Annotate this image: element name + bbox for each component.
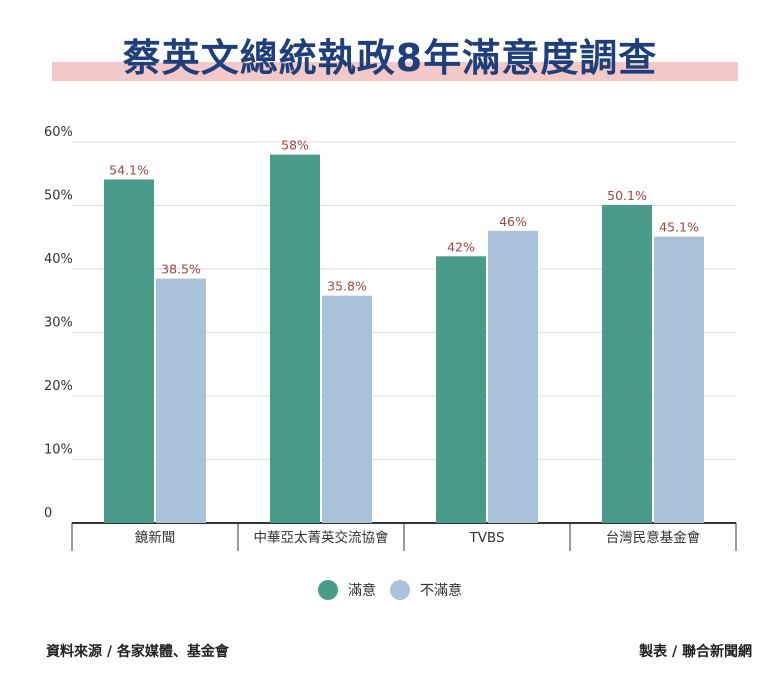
data-label-2-0: 42% xyxy=(447,239,475,254)
x-tick-label-2: TVBS xyxy=(468,530,504,546)
legend-item-dissatisfied: 不滿意 xyxy=(390,580,462,600)
legend-label-satisfied: 滿意 xyxy=(348,583,376,599)
bar-2-0 xyxy=(436,256,486,523)
chart-title: 蔡英文總統執政8年滿意度調查 xyxy=(122,36,658,80)
legend-swatch-dissatisfied xyxy=(390,580,410,600)
x-tick-label-3: 台灣民意基金會 xyxy=(606,529,701,546)
data-label-1-0: 58% xyxy=(281,138,309,153)
data-label-3-0: 50.1% xyxy=(607,188,647,203)
y-tick-label-30: 30% xyxy=(44,316,73,331)
bar-3-1 xyxy=(654,236,704,524)
credit-note: 製表 / 聯合新聞網 xyxy=(639,644,752,660)
bar-3-0 xyxy=(602,204,652,524)
bar-0-1 xyxy=(156,278,206,523)
title-area: 蔡英文總統執政8年滿意度調查 xyxy=(0,0,780,100)
data-label-2-1: 46% xyxy=(499,214,527,229)
x-tick-label-1: 中華亞太菁英交流協會 xyxy=(254,529,389,546)
y-tick-label-0: 0 xyxy=(44,506,52,521)
y-tick-label-60: 60% xyxy=(44,125,73,140)
data-label-0-0: 54.1% xyxy=(109,162,149,177)
data-label-1-1: 35.8% xyxy=(327,279,367,294)
legend-item-satisfied: 滿意 xyxy=(318,580,376,600)
y-tick-label-40: 40% xyxy=(44,252,73,267)
data-label-3-1: 45.1% xyxy=(659,220,699,235)
bar-1-1 xyxy=(322,295,372,523)
y-tick-label-20: 20% xyxy=(44,379,73,394)
legend: 滿意 不滿意 xyxy=(0,578,780,602)
title-highlight-band xyxy=(52,62,738,81)
bar-1-0 xyxy=(270,154,320,523)
x-tick-label-0: 鏡新聞 xyxy=(135,530,176,546)
bar-0-0 xyxy=(104,179,154,523)
legend-label-dissatisfied: 不滿意 xyxy=(420,583,462,599)
legend-swatch-satisfied xyxy=(318,580,338,600)
bar-2-1 xyxy=(488,230,538,523)
data-label-0-1: 38.5% xyxy=(161,262,201,277)
y-tick-label-50: 50% xyxy=(44,189,73,204)
y-tick-label-10: 10% xyxy=(44,443,73,458)
source-note: 資料來源 / 各家媒體、基金會 xyxy=(46,644,229,660)
